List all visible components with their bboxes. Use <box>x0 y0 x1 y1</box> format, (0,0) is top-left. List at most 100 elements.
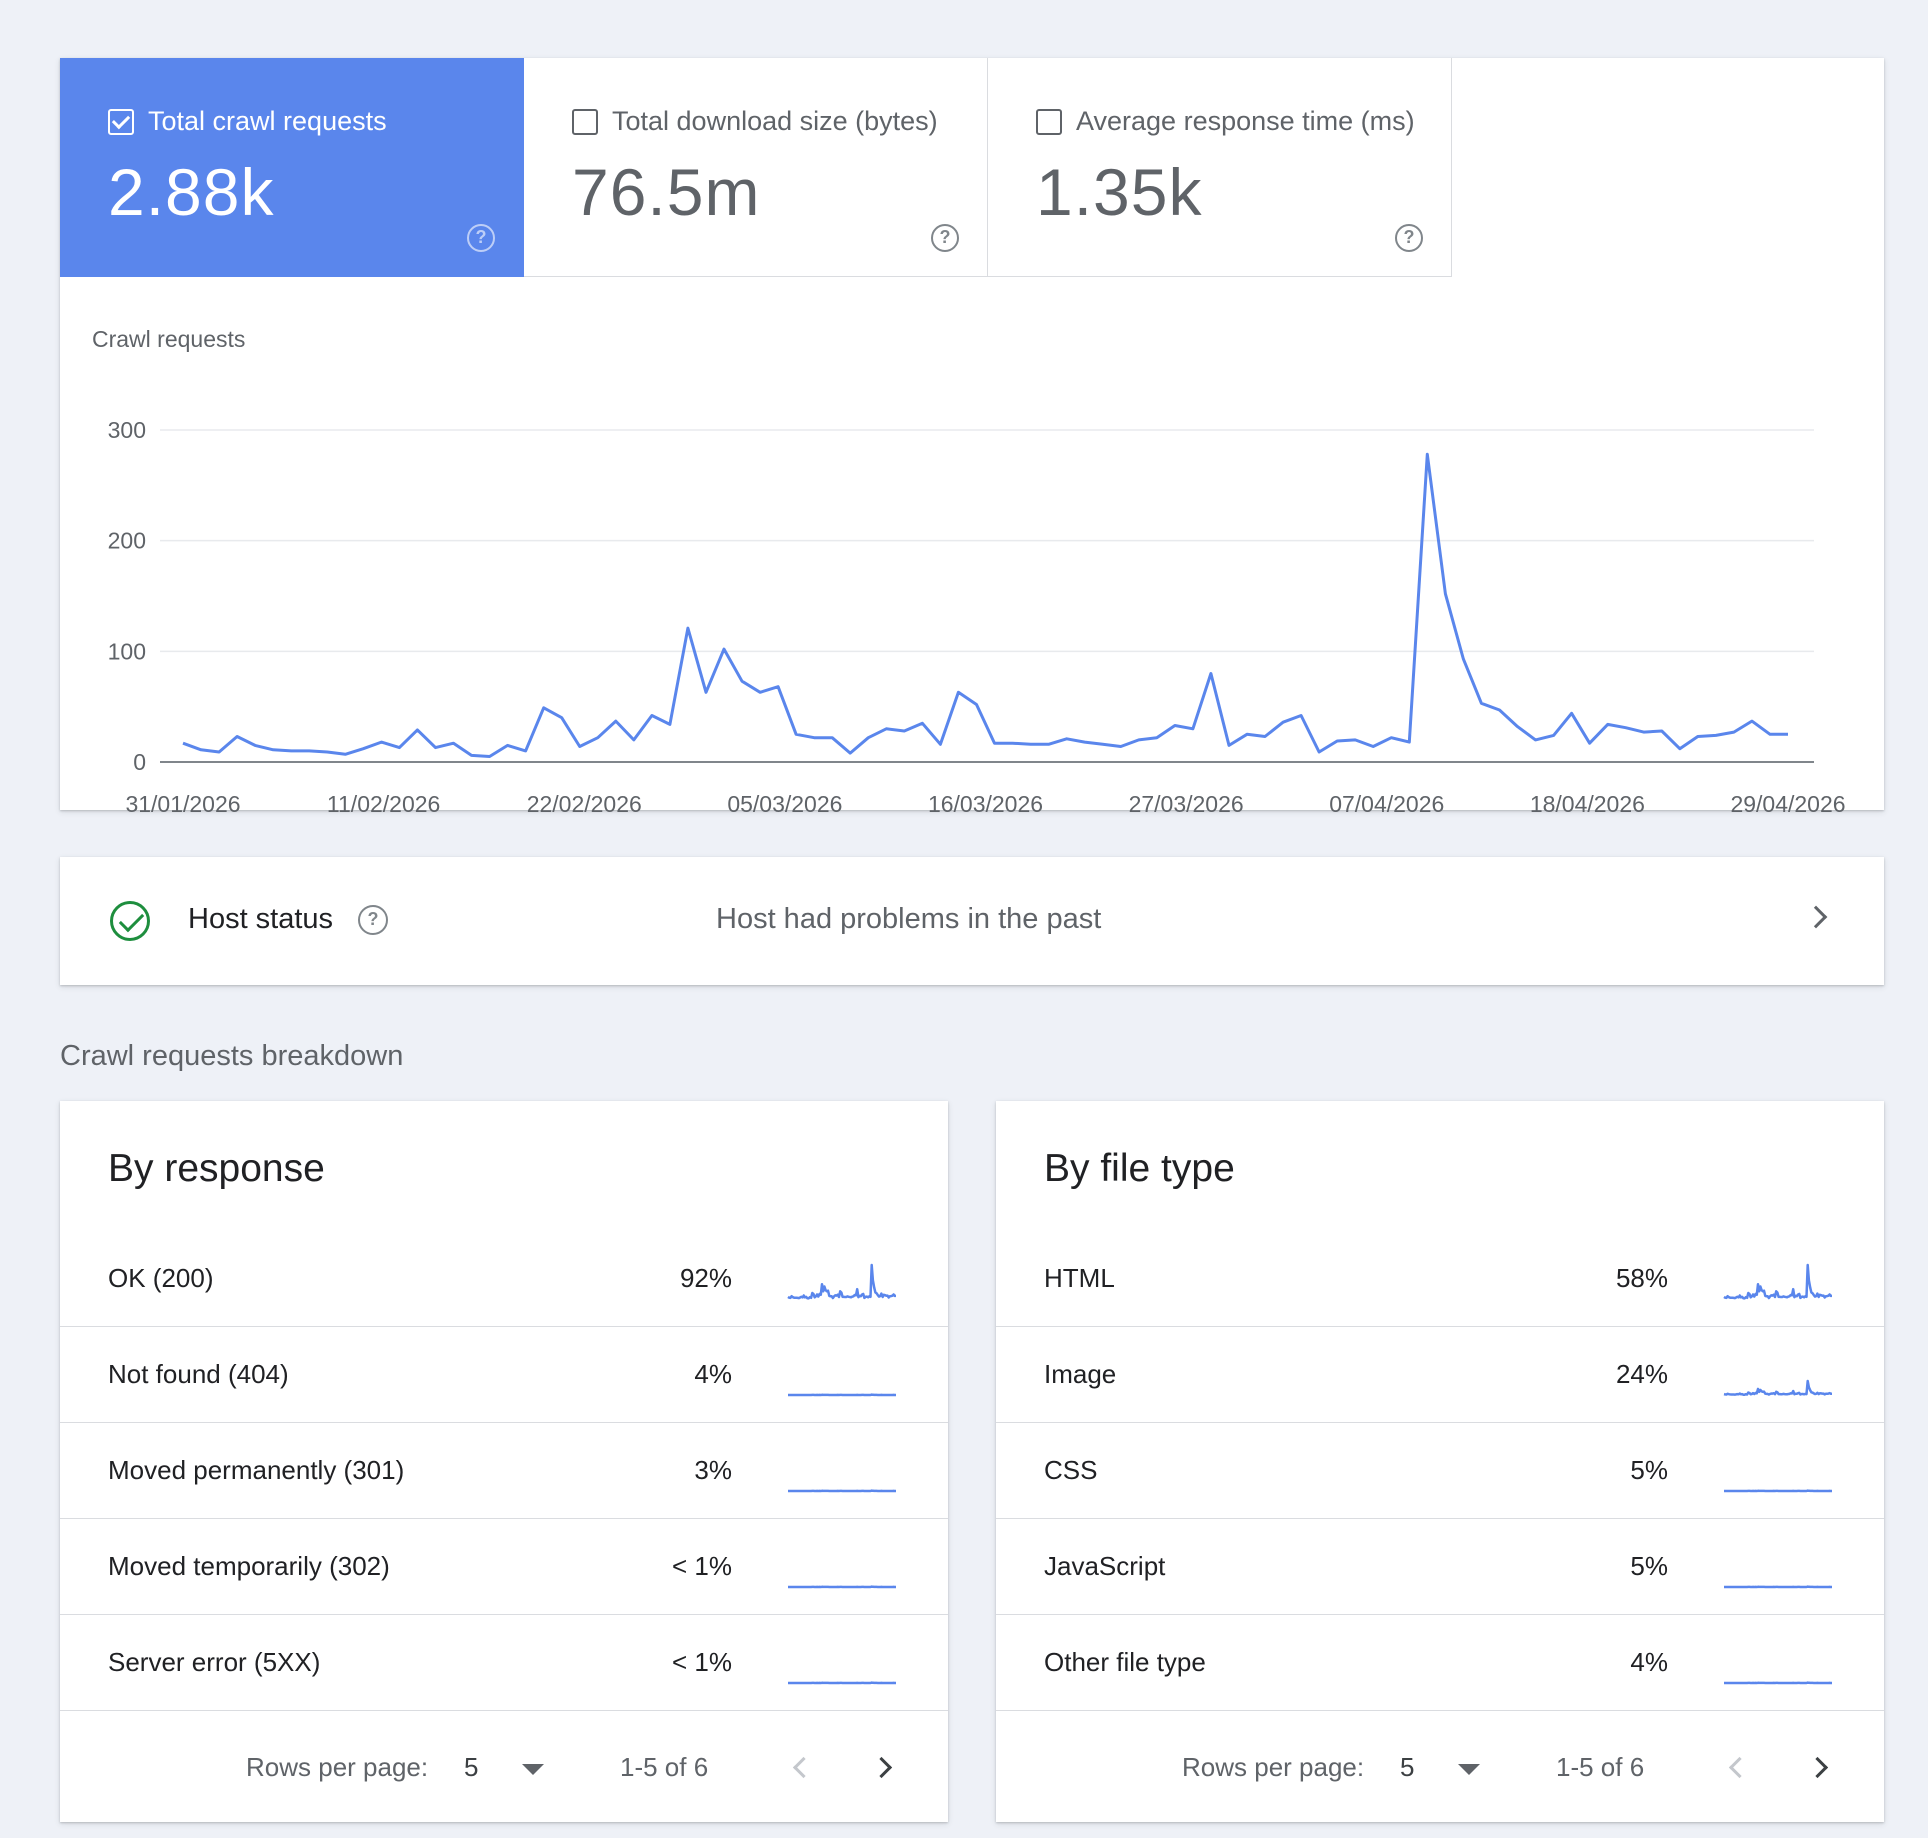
y-tick-label: 300 <box>108 417 146 443</box>
page-range: 1-5 of 6 <box>1556 1752 1645 1782</box>
table-row[interactable]: Moved permanently (301) 3% <box>60 1423 948 1519</box>
metric-average-response-time[interactable]: Average response time (ms) 1.35k ? <box>988 58 1452 277</box>
chevron-right-icon[interactable] <box>1806 1756 1829 1779</box>
by-file-type-card: By file type HTML 58% Image 24% CSS 5% J… <box>996 1101 1884 1822</box>
metric-label: Total download size (bytes) <box>612 106 938 136</box>
row-percent: 4% <box>1630 1647 1668 1677</box>
chevron-right-icon[interactable] <box>870 1756 893 1779</box>
sparkline <box>1723 1489 1833 1493</box>
card-title: By file type <box>1044 1147 1235 1190</box>
crawl-requests-series-line <box>182 452 1788 758</box>
y-tick-label: 0 <box>133 749 146 775</box>
x-tick-label: 05/03/2026 <box>727 791 842 817</box>
metric-value: 2.88k <box>108 155 275 229</box>
sparkline <box>787 1681 897 1685</box>
row-name: Not found (404) <box>108 1359 289 1389</box>
row-percent: 92% <box>679 1263 732 1293</box>
sparkline-line <box>1723 1379 1833 1396</box>
x-tick-label: 31/01/2026 <box>125 791 240 817</box>
metric-header: Total download size (bytes) <box>572 106 938 137</box>
x-tick-label: 07/04/2026 <box>1329 791 1444 817</box>
row-name: Other file type <box>1044 1647 1206 1677</box>
metric-label: Total crawl requests <box>148 106 387 136</box>
y-tick-label: 200 <box>108 528 146 554</box>
table-row[interactable]: Image 24% <box>996 1327 1884 1423</box>
y-tick-label: 100 <box>108 638 146 664</box>
row-percent: 5% <box>1630 1551 1668 1581</box>
row-percent: < 1% <box>672 1551 732 1581</box>
table-row[interactable]: Not found (404) 4% <box>60 1327 948 1423</box>
x-tick-label: 27/03/2026 <box>1129 791 1244 817</box>
crawl-requests-line-chart: 0 100 200 300 31/01/2026 11/02/2026 22/02/2026… <box>108 417 1846 817</box>
sparkline <box>787 1393 897 1397</box>
row-name: Server error (5XX) <box>108 1647 321 1677</box>
host-status-row[interactable]: Host status ? Host had problems in the p… <box>60 857 1884 985</box>
metric-label: Average response time (ms) <box>1076 106 1415 136</box>
help-icon[interactable]: ? <box>931 224 959 252</box>
sparkline <box>1723 1681 1833 1685</box>
x-tick-label: 18/04/2026 <box>1530 791 1645 817</box>
chevron-right-icon[interactable] <box>1804 905 1828 929</box>
sparkline-line <box>1723 1263 1833 1300</box>
card-title: By response <box>108 1147 325 1190</box>
host-status-label: Host status <box>188 903 334 935</box>
row-name: HTML <box>1044 1263 1115 1293</box>
sparkline <box>787 1263 897 1300</box>
row-name: OK (200) <box>108 1263 214 1293</box>
help-icon[interactable]: ? <box>467 224 495 252</box>
page-range: 1-5 of 6 <box>620 1752 709 1782</box>
table-pagination: Rows per page: 5 1-5 of 6 <box>996 1710 1884 1822</box>
breakdown-section-title: Crawl requests breakdown <box>60 1040 404 1072</box>
metric-value: 76.5m <box>572 155 761 229</box>
metric-header: Average response time (ms) <box>1036 106 1415 137</box>
crawl-stats-card: Total crawl requests 2.88k ? Total downl… <box>60 58 1884 817</box>
x-tick-label: 29/04/2026 <box>1730 791 1845 817</box>
metric-header: Total crawl requests <box>108 106 387 137</box>
help-icon[interactable]: ? <box>358 905 388 935</box>
sparkline-line <box>787 1263 897 1300</box>
rows-per-page-label: Rows per page: <box>246 1752 429 1782</box>
sparkline <box>1723 1585 1833 1589</box>
table-row[interactable]: HTML 58% <box>996 1231 1884 1327</box>
checkbox-empty-icon[interactable] <box>572 108 598 135</box>
dropdown-arrow-icon[interactable] <box>522 1764 544 1775</box>
chevron-left-icon[interactable] <box>1728 1756 1751 1779</box>
row-name: CSS <box>1044 1455 1098 1485</box>
dropdown-arrow-icon[interactable] <box>1458 1764 1480 1775</box>
chart-y-axis-label: Crawl requests <box>92 326 246 352</box>
metric-value: 1.35k <box>1036 155 1203 229</box>
table-row[interactable]: CSS 5% <box>996 1423 1884 1519</box>
table-row[interactable]: Server error (5XX) < 1% <box>60 1615 948 1711</box>
checkbox-empty-icon[interactable] <box>1036 108 1062 135</box>
table-row[interactable]: Other file type 4% <box>996 1615 1884 1711</box>
row-name: JavaScript <box>1044 1551 1166 1581</box>
row-percent: < 1% <box>672 1647 732 1677</box>
row-name: Image <box>1044 1359 1117 1389</box>
row-percent: 4% <box>694 1359 732 1389</box>
table-pagination: Rows per page: 5 1-5 of 6 <box>60 1710 948 1822</box>
host-status-text: Host had problems in the past <box>716 903 1102 935</box>
row-percent: 58% <box>1615 1263 1668 1293</box>
table-row[interactable]: JavaScript 5% <box>996 1519 1884 1615</box>
rows-per-page-select[interactable]: 5 <box>464 1752 479 1782</box>
row-name: Moved permanently (301) <box>108 1455 405 1485</box>
by-response-card: By response OK (200) 92% Not found (404)… <box>60 1101 948 1822</box>
sparkline <box>1723 1379 1833 1396</box>
table-row[interactable]: OK (200) 92% <box>60 1231 948 1327</box>
sparkline <box>1723 1263 1833 1300</box>
rows-per-page-label: Rows per page: <box>1182 1752 1365 1782</box>
chevron-left-icon[interactable] <box>792 1756 815 1779</box>
x-tick-label: 22/02/2026 <box>527 791 642 817</box>
metric-total-crawl-requests[interactable]: Total crawl requests 2.88k ? <box>60 58 524 277</box>
checkbox-checked-icon[interactable] <box>108 108 134 135</box>
table-row[interactable]: Moved temporarily (302) < 1% <box>60 1519 948 1615</box>
check-circle-icon <box>110 901 150 941</box>
row-name: Moved temporarily (302) <box>108 1551 390 1581</box>
rows-per-page-select[interactable]: 5 <box>1400 1752 1415 1782</box>
x-tick-label: 16/03/2026 <box>928 791 1043 817</box>
metric-total-download-size[interactable]: Total download size (bytes) 76.5m ? <box>524 58 988 277</box>
row-percent: 3% <box>694 1455 732 1485</box>
row-percent: 5% <box>1630 1455 1668 1485</box>
help-icon[interactable]: ? <box>1395 224 1423 252</box>
row-percent: 24% <box>1615 1359 1668 1389</box>
